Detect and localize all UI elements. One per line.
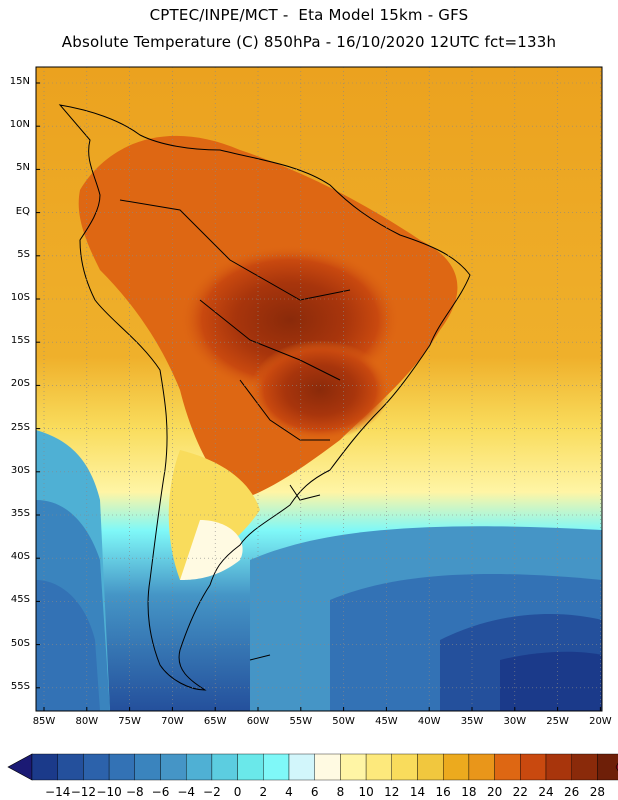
colorbar-label: 22: [512, 785, 528, 799]
lat-label: 35S: [10, 508, 30, 519]
lat-label: 15S: [10, 335, 30, 347]
colorbar-label: −8: [125, 785, 144, 799]
colorbar-label: −14: [45, 785, 71, 799]
colorbar-label: −2: [203, 785, 221, 799]
lon-label: 20W: [589, 716, 612, 727]
colorbar-label: 28: [589, 785, 606, 799]
lat-label: 5S: [17, 248, 30, 260]
colorbar-swatch: [211, 753, 238, 781]
lat-label: 15N: [9, 76, 30, 87]
colorbar-swatch: [160, 753, 187, 781]
title-line-2: Absolute Temperature (C) 850hPa - 16/10/…: [61, 33, 557, 51]
colorbar-swatch: [263, 753, 290, 781]
lat-label: 55S: [10, 680, 30, 692]
lat-label: 40S: [10, 551, 30, 563]
colorbar-label: 0: [233, 785, 242, 799]
colorbar-label: 10: [358, 785, 374, 799]
colorbar-swatch: [288, 753, 315, 781]
lat-label: 10S: [10, 292, 30, 303]
graticule: [36, 67, 602, 711]
colorbar-swatch: [520, 753, 547, 781]
lat-label: 5N: [16, 162, 30, 174]
lon-label: 30W: [503, 716, 527, 727]
lon-label: 70W: [161, 716, 184, 727]
lon-label: 65W: [203, 716, 227, 727]
lon-label: 35W: [460, 716, 484, 727]
colorbar-label: −10: [96, 785, 122, 799]
coastlines: [58, 104, 471, 691]
colorbar-swatch: [185, 753, 213, 781]
colorbar-swatch: [571, 753, 598, 781]
colorbar-swatch: [468, 753, 495, 781]
colorbar-swatch: [134, 753, 161, 781]
colorbar-label: 24: [538, 785, 554, 799]
lon-label: 80W: [75, 716, 99, 727]
lon-label: 85W: [32, 716, 56, 727]
colorbar-swatch: [494, 753, 521, 781]
colorbar: [7, 753, 618, 781]
colorbar-swatch: [545, 753, 572, 781]
lon-label: 25W: [546, 716, 569, 727]
colorbar-label: −4: [177, 785, 196, 799]
temperature-field: [36, 67, 602, 711]
colorbar-swatch: [57, 753, 84, 781]
colorbar-swatch: [314, 753, 341, 781]
colorbar-label: 6: [310, 785, 319, 799]
colorbar-label: −6: [151, 785, 170, 799]
colorbar-swatch: [365, 753, 393, 781]
lon-label: 60W: [246, 716, 270, 727]
colorbar-label: 8: [336, 785, 345, 799]
colorbar-label: 20: [486, 785, 503, 799]
colorbar-swatch: [237, 753, 264, 781]
colorbar-low-arrow: [7, 753, 33, 781]
lon-label: 40W: [417, 716, 441, 727]
colorbar-label: 12: [384, 785, 400, 799]
colorbar-swatch: [443, 753, 470, 781]
lat-label: 45S: [10, 594, 30, 606]
colorbar-swatch: [31, 753, 58, 781]
lat-label: 10N: [9, 119, 30, 131]
colorbar-label: 2: [259, 785, 268, 799]
colorbar-label: 26: [564, 785, 580, 799]
colorbar-swatch: [597, 753, 618, 781]
lon-label: 50W: [332, 716, 355, 727]
colorbar-label: 14: [409, 785, 426, 799]
title-line-1: CPTEC/INPE/MCT - Eta Model 15km - GFS: [149, 6, 469, 24]
colorbar-label: 4: [285, 785, 293, 799]
colorbar-swatch: [417, 753, 444, 781]
lat-label: 25S: [10, 421, 30, 433]
lon-label: 55W: [289, 716, 313, 727]
colorbar-label: 18: [461, 785, 477, 799]
colorbar-swatch: [391, 753, 418, 781]
colorbar-label: −12: [70, 785, 97, 799]
colorbar-label: 16: [435, 785, 451, 799]
colorbar-swatch: [340, 753, 367, 781]
axis-ticks: [36, 82, 601, 711]
lat-label: EQ: [15, 205, 30, 217]
colorbar-swatch: [83, 753, 110, 781]
map-frame: [35, 66, 603, 712]
lon-label: 75W: [118, 716, 141, 727]
lat-label: 30S: [10, 464, 30, 476]
lon-label: 45W: [375, 716, 398, 727]
colorbar-swatch: [108, 753, 135, 781]
lat-label: 50S: [10, 637, 30, 649]
lat-label: 20S: [10, 378, 30, 390]
